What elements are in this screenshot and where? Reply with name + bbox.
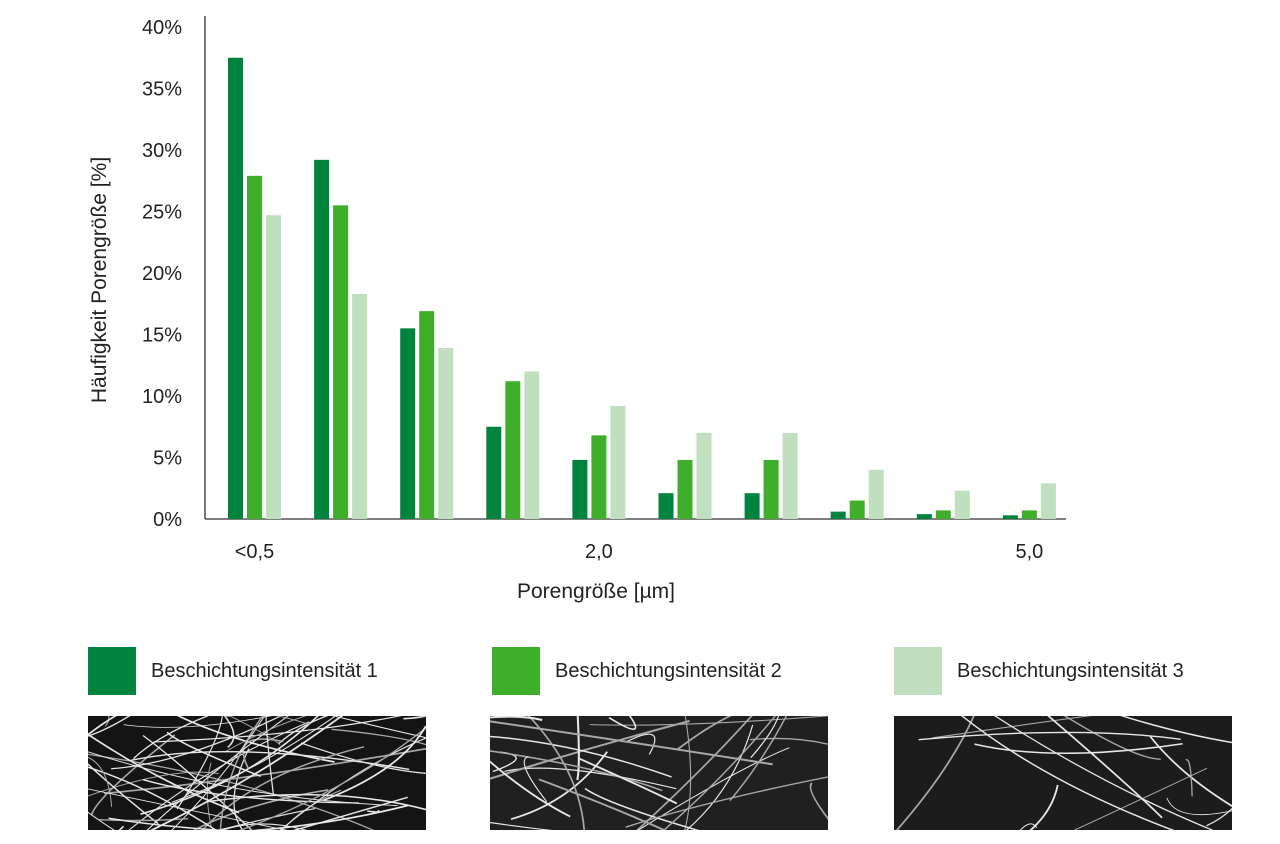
bar — [419, 311, 435, 519]
bar — [266, 215, 281, 519]
bar — [505, 381, 521, 519]
bar — [438, 348, 454, 519]
bar — [486, 426, 502, 519]
x-tick-label: 2,0 — [585, 541, 613, 563]
bar — [849, 500, 865, 519]
bar — [868, 469, 884, 519]
bar — [916, 514, 932, 519]
bar — [1040, 483, 1056, 519]
legend-item-2: Beschichtungsintensität 2 — [492, 647, 782, 695]
y-tick-label: 35% — [142, 79, 182, 101]
fiber-image-intensity-3 — [894, 716, 1232, 830]
bar-chart: 0% 5% 10% 15% 20% 25% 30% 35% 40% <0,5 2,0 5,0 Poren… — [88, 16, 1066, 603]
legend-item-1: Beschichtungsintensität 1 — [88, 647, 378, 695]
x-tick-label: <0,5 — [235, 541, 274, 563]
fiber-image-intensity-1 — [88, 716, 426, 830]
y-tick-label: 30% — [142, 140, 182, 162]
bar — [658, 493, 674, 519]
x-axis-title: Porengröße [µm] — [517, 580, 675, 603]
legend-swatch-2 — [492, 647, 540, 695]
legend-swatch-3 — [894, 647, 942, 695]
bar — [333, 205, 349, 519]
legend-item-3: Beschichtungsintensität 3 — [894, 647, 1184, 695]
legend-swatch-1 — [88, 647, 136, 695]
bar — [247, 175, 262, 519]
y-tick-label: 40% — [142, 17, 182, 39]
bar — [591, 435, 607, 519]
bar — [782, 432, 798, 519]
bar — [935, 510, 951, 519]
bar — [744, 493, 760, 519]
fiber-micrograph-icon — [490, 716, 828, 830]
y-tick-label: 0% — [153, 509, 182, 531]
bar — [954, 490, 970, 519]
bar — [228, 57, 243, 519]
y-tick-label: 5% — [153, 448, 182, 470]
fiber-image-intensity-2 — [490, 716, 828, 830]
bar — [314, 159, 330, 519]
legend-label-3: Beschichtungsintensität 3 — [957, 659, 1184, 682]
y-tick-label: 20% — [142, 263, 182, 285]
bar — [763, 459, 779, 519]
bar — [677, 459, 693, 519]
y-tick-label: 15% — [142, 325, 182, 347]
y-axis-title: Häufigkeit Porengröße [%] — [88, 157, 111, 403]
legend-label-1: Beschichtungsintensität 1 — [151, 659, 378, 682]
bar — [1021, 510, 1037, 519]
bar — [352, 293, 368, 519]
bar — [1002, 515, 1018, 519]
fiber-micrograph-icon — [88, 716, 426, 830]
y-tick-label: 10% — [142, 386, 182, 408]
fiber-micrograph-icon — [894, 716, 1232, 830]
bar — [524, 371, 540, 519]
bar — [400, 328, 416, 519]
y-tick-label: 25% — [142, 202, 182, 224]
bar — [610, 405, 626, 519]
bar — [830, 511, 846, 519]
legend-label-2: Beschichtungsintensität 2 — [555, 659, 782, 682]
x-tick-label: 5,0 — [1015, 541, 1043, 563]
bar — [696, 432, 712, 519]
bar — [572, 459, 588, 519]
